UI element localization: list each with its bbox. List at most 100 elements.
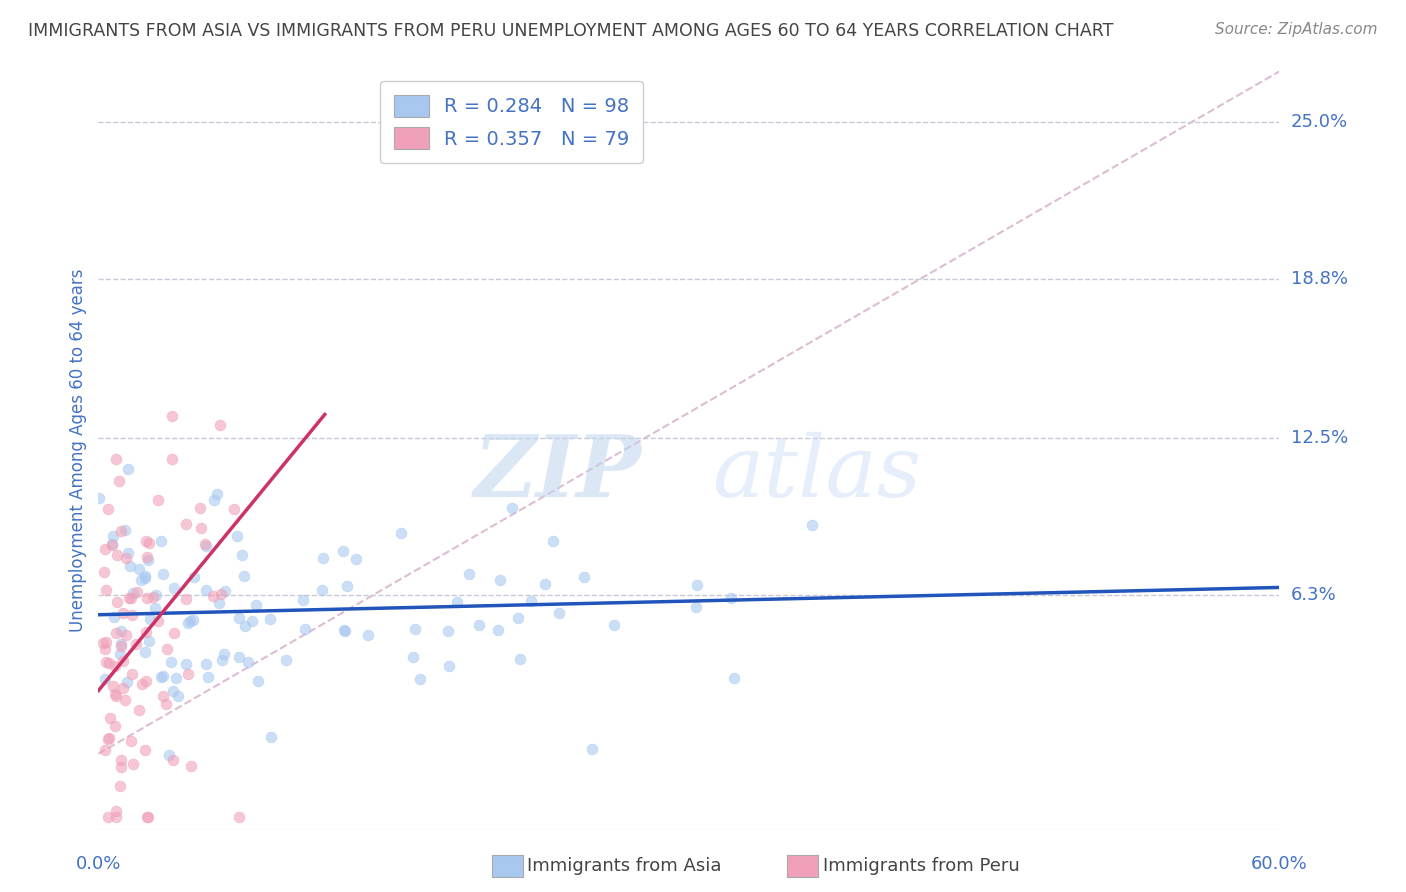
Point	[110, 760, 132, 774]
Point	[344, 552, 367, 566]
Point	[110, 637, 132, 651]
Text: ZIP: ZIP	[474, 432, 641, 515]
Point	[146, 614, 169, 628]
Point	[105, 689, 128, 703]
Point	[259, 612, 281, 626]
Point	[97, 656, 120, 670]
Point	[94, 743, 117, 757]
Point	[409, 672, 432, 686]
Point	[114, 523, 136, 537]
Point	[117, 546, 139, 560]
Point	[120, 734, 142, 748]
Point	[291, 592, 314, 607]
Point	[214, 583, 236, 598]
Point	[509, 652, 531, 666]
Point	[149, 533, 172, 548]
Point	[506, 610, 529, 624]
Point	[112, 654, 135, 668]
Point	[333, 623, 356, 637]
Point	[225, 529, 247, 543]
Point	[723, 672, 745, 686]
Point	[138, 536, 160, 550]
Point	[91, 636, 114, 650]
Point	[97, 731, 120, 745]
Text: 18.8%: 18.8%	[1291, 269, 1347, 287]
Text: 25.0%: 25.0%	[1291, 113, 1348, 131]
Point	[115, 551, 138, 566]
Point	[486, 623, 509, 637]
Point	[136, 549, 159, 564]
Point	[108, 474, 131, 488]
Point	[143, 601, 166, 615]
Point	[174, 517, 197, 532]
Point	[177, 667, 200, 681]
Point	[134, 571, 156, 585]
Point	[209, 587, 232, 601]
Point	[121, 667, 143, 681]
Point	[208, 418, 231, 433]
Point	[332, 544, 354, 558]
Point	[468, 618, 491, 632]
Point	[179, 614, 201, 628]
Point	[101, 679, 124, 693]
Point	[402, 650, 425, 665]
Point	[110, 753, 132, 767]
Point	[260, 730, 283, 744]
Point	[686, 578, 709, 592]
Point	[94, 672, 117, 686]
Point	[157, 748, 180, 763]
Point	[104, 804, 127, 818]
Point	[501, 501, 523, 516]
Point	[136, 553, 159, 567]
Point	[156, 641, 179, 656]
Point	[603, 618, 626, 632]
Point	[105, 626, 128, 640]
Point	[120, 558, 142, 573]
Point	[131, 677, 153, 691]
Text: Source: ZipAtlas.com: Source: ZipAtlas.com	[1215, 22, 1378, 37]
Point	[208, 596, 231, 610]
Point	[98, 711, 121, 725]
Point	[111, 606, 134, 620]
Point	[128, 562, 150, 576]
Point	[231, 548, 253, 562]
Point	[228, 611, 250, 625]
Point	[152, 567, 174, 582]
Point	[211, 653, 233, 667]
Text: 6.3%: 6.3%	[1291, 585, 1336, 604]
Point	[183, 570, 205, 584]
Point	[194, 537, 217, 551]
Point	[235, 619, 257, 633]
Point	[232, 569, 254, 583]
Point	[125, 637, 148, 651]
Point	[162, 452, 184, 467]
Point	[96, 655, 118, 669]
Point	[110, 624, 132, 638]
Point	[115, 675, 138, 690]
Point	[294, 622, 316, 636]
Point	[94, 541, 117, 556]
Point	[572, 569, 595, 583]
Point	[174, 657, 197, 671]
Point	[155, 698, 177, 712]
Point	[245, 599, 267, 613]
Point	[437, 624, 460, 638]
Text: IMMIGRANTS FROM ASIA VS IMMIGRANTS FROM PERU UNEMPLOYMENT AMONG AGES 60 TO 64 YE: IMMIGRANTS FROM ASIA VS IMMIGRANTS FROM …	[28, 22, 1114, 40]
Point	[581, 741, 603, 756]
Point	[165, 671, 187, 685]
Point	[94, 635, 117, 649]
Point	[136, 810, 159, 824]
Point	[121, 756, 143, 771]
Point	[120, 591, 142, 605]
Point	[162, 684, 184, 698]
Point	[139, 612, 162, 626]
Point	[212, 647, 235, 661]
Point	[519, 594, 541, 608]
Point	[134, 645, 156, 659]
Point	[446, 595, 468, 609]
Point	[204, 493, 226, 508]
Point	[180, 759, 202, 773]
Text: 12.5%: 12.5%	[1291, 429, 1348, 447]
Y-axis label: Unemployment Among Ages 60 to 64 years: Unemployment Among Ages 60 to 64 years	[69, 268, 87, 632]
Point	[103, 610, 125, 624]
